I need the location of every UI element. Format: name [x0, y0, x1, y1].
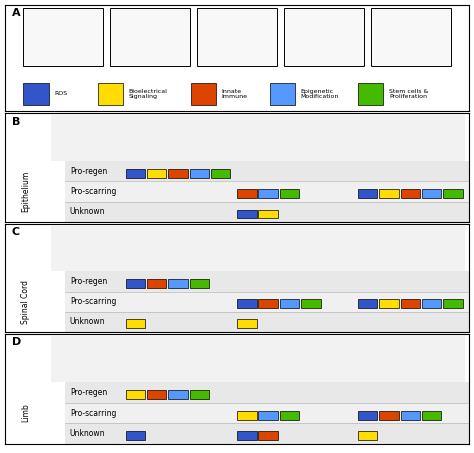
- Bar: [258, 431, 278, 440]
- Text: Bioelectrical
Signaling: Bioelectrical Signaling: [129, 88, 168, 99]
- Text: Stem cells &
Proliferation: Stem cells & Proliferation: [389, 88, 428, 99]
- Bar: [211, 169, 230, 178]
- Bar: [126, 390, 145, 399]
- Bar: [358, 83, 383, 105]
- Bar: [258, 189, 278, 198]
- Bar: [65, 382, 469, 403]
- Text: Unknown: Unknown: [70, 429, 105, 438]
- Bar: [147, 390, 166, 399]
- Bar: [379, 411, 399, 419]
- Text: B: B: [12, 116, 20, 126]
- Text: Pro-scarring: Pro-scarring: [70, 297, 116, 306]
- Bar: [237, 431, 256, 440]
- Bar: [284, 8, 364, 66]
- Bar: [379, 299, 399, 308]
- Bar: [443, 189, 463, 198]
- Bar: [237, 299, 256, 308]
- Bar: [126, 280, 145, 288]
- Bar: [65, 202, 469, 222]
- Bar: [258, 299, 278, 308]
- Bar: [23, 8, 103, 66]
- Bar: [237, 189, 256, 198]
- Bar: [401, 411, 420, 419]
- Text: Pro-scarring: Pro-scarring: [70, 187, 116, 196]
- Bar: [51, 336, 465, 382]
- Bar: [371, 8, 451, 66]
- Bar: [168, 390, 188, 399]
- Text: Unknown: Unknown: [70, 207, 105, 217]
- Bar: [258, 210, 278, 218]
- Bar: [422, 189, 441, 198]
- Bar: [197, 8, 277, 66]
- Bar: [379, 189, 399, 198]
- Bar: [98, 83, 123, 105]
- Bar: [110, 8, 190, 66]
- Bar: [126, 319, 145, 328]
- Bar: [270, 83, 295, 105]
- Bar: [65, 403, 469, 424]
- Text: Pro-regen: Pro-regen: [70, 167, 107, 176]
- Text: Pro-regen: Pro-regen: [70, 388, 107, 397]
- Bar: [401, 299, 420, 308]
- Bar: [358, 299, 377, 308]
- Text: ROS: ROS: [55, 92, 68, 96]
- Text: D: D: [12, 337, 21, 347]
- Bar: [168, 280, 188, 288]
- Bar: [280, 411, 299, 419]
- Bar: [422, 411, 441, 419]
- Bar: [280, 189, 299, 198]
- Bar: [65, 312, 469, 332]
- Bar: [65, 292, 469, 312]
- Bar: [358, 431, 377, 440]
- Bar: [147, 169, 166, 178]
- Bar: [65, 424, 469, 444]
- Text: Epithelium: Epithelium: [21, 171, 30, 212]
- Bar: [280, 299, 299, 308]
- Bar: [191, 83, 216, 105]
- Bar: [358, 189, 377, 198]
- Bar: [237, 411, 256, 419]
- Bar: [301, 299, 320, 308]
- Bar: [358, 411, 377, 419]
- Text: Pro-regen: Pro-regen: [70, 277, 107, 286]
- Bar: [190, 390, 209, 399]
- Text: C: C: [12, 227, 20, 237]
- Text: Unknown: Unknown: [70, 317, 105, 326]
- Bar: [237, 319, 256, 328]
- Bar: [51, 116, 465, 161]
- Bar: [126, 169, 145, 178]
- Bar: [443, 299, 463, 308]
- Bar: [65, 161, 469, 181]
- Bar: [51, 226, 465, 271]
- Bar: [401, 189, 420, 198]
- Text: Innate
Immune: Innate Immune: [222, 88, 248, 99]
- Text: Limb: Limb: [21, 404, 30, 423]
- Bar: [237, 210, 256, 218]
- Bar: [190, 280, 209, 288]
- Bar: [65, 181, 469, 202]
- Text: Pro-scarring: Pro-scarring: [70, 409, 116, 418]
- Bar: [258, 411, 278, 419]
- Text: Spinal Cord: Spinal Cord: [21, 280, 30, 323]
- Bar: [168, 169, 188, 178]
- Bar: [126, 431, 145, 440]
- Bar: [23, 83, 49, 105]
- Text: Epigenetic
Modification: Epigenetic Modification: [301, 88, 339, 99]
- Bar: [147, 280, 166, 288]
- Bar: [422, 299, 441, 308]
- Text: A: A: [12, 8, 20, 18]
- Bar: [190, 169, 209, 178]
- Bar: [65, 271, 469, 292]
